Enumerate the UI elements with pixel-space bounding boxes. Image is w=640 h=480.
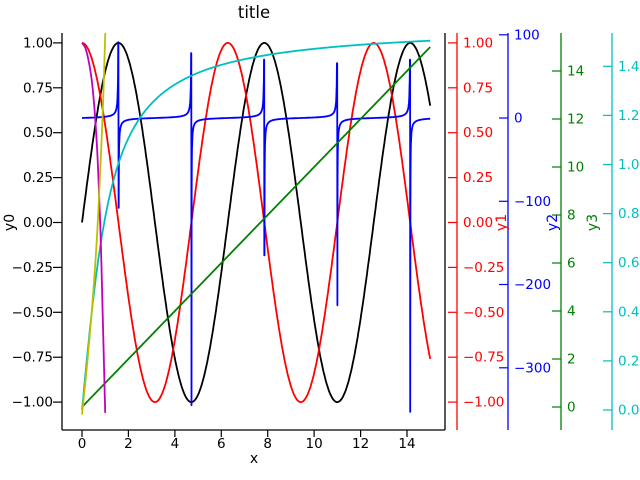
spines-group xyxy=(61,33,613,431)
tick-labels-group: 0 2 4 6 8 10 12 141.000.750.500.250.00−0.25−0.5… xyxy=(12,27,640,452)
y2-tick-label: 100 xyxy=(514,27,540,43)
y4-tick-label: 0.6 xyxy=(618,255,639,271)
y0-tick-label: −0.75 xyxy=(12,350,53,366)
y4-tick-label: 1.4 xyxy=(618,59,639,75)
y1-tick-label: 0.75 xyxy=(463,80,493,96)
y4-tick-label: 1.2 xyxy=(618,108,639,124)
series-sin-curve xyxy=(81,42,432,403)
y3-tick-label: 14 xyxy=(567,64,584,80)
y4-tick-label: 0.4 xyxy=(618,304,639,320)
x-tick-label: 2 xyxy=(124,436,133,452)
y0-tick-label: −0.50 xyxy=(12,305,53,321)
y3-axis-label: y3 xyxy=(585,214,601,231)
y1-tick-label: 1.00 xyxy=(463,35,493,51)
series-magenta-curve xyxy=(81,42,107,413)
y3-tick-label: 0 xyxy=(567,400,576,416)
ticks-group xyxy=(53,34,612,437)
x-tick-label: 8 xyxy=(263,436,272,452)
x-tick-label: 0 xyxy=(78,436,87,452)
y3-tick-label: 2 xyxy=(567,352,576,368)
y4-tick-label: 0.0 xyxy=(618,403,639,419)
series-linear-curve xyxy=(81,46,431,408)
x-tick-label: 10 xyxy=(306,436,323,452)
y3-tick-label: 4 xyxy=(567,304,576,320)
y1-tick-label: 0.00 xyxy=(463,215,493,231)
y1-tick-label: −1.00 xyxy=(463,395,504,411)
y2-tick-label: −300 xyxy=(514,360,551,376)
y1-tick-label: −0.75 xyxy=(463,350,504,366)
y1-tick-label: −0.50 xyxy=(463,305,504,321)
y1-tick-label: 0.50 xyxy=(463,125,493,141)
y0-tick-label: 1.00 xyxy=(23,35,53,51)
axis-labels-group: y0 y1 y2 y3 xyxy=(2,214,601,231)
series-arctan-curve xyxy=(81,39,431,411)
y0-tick-label: 0.00 xyxy=(23,215,53,231)
x-tick-label: 12 xyxy=(352,436,369,452)
series-group xyxy=(81,33,432,415)
y1-tick-label: 0.25 xyxy=(463,170,493,186)
x-tick-label: 6 xyxy=(217,436,226,452)
y4-tick-label: 0.2 xyxy=(618,353,639,369)
y0-tick-label: 0.25 xyxy=(23,170,53,186)
y2-axis-label: y2 xyxy=(545,214,561,231)
y2-tick-label: 0 xyxy=(514,111,523,127)
x-tick-label: 14 xyxy=(398,436,415,452)
y3-tick-label: 10 xyxy=(567,160,584,176)
y3-tick-label: 8 xyxy=(567,208,576,224)
y2-tick-label: −100 xyxy=(514,194,551,210)
y4-tick-label: 0.8 xyxy=(618,206,639,222)
y1-axis-label: y1 xyxy=(494,214,510,231)
y0-axis-label: y0 xyxy=(2,214,18,231)
y0-tick-label: 0.75 xyxy=(23,80,53,96)
series-yellow-curve xyxy=(81,33,107,415)
y1-tick-label: −0.25 xyxy=(463,260,504,276)
y3-tick-label: 6 xyxy=(567,256,576,272)
y2-tick-label: −200 xyxy=(514,277,551,293)
x-tick-label: 4 xyxy=(171,436,180,452)
chart-title: title xyxy=(238,3,270,22)
x-axis-label: x xyxy=(250,451,258,467)
y4-tick-label: 1.0 xyxy=(618,157,639,173)
y0-tick-label: −0.25 xyxy=(12,260,53,276)
y0-tick-label: 0.50 xyxy=(23,125,53,141)
y0-tick-label: −1.00 xyxy=(12,395,53,411)
y3-tick-label: 12 xyxy=(567,112,584,128)
